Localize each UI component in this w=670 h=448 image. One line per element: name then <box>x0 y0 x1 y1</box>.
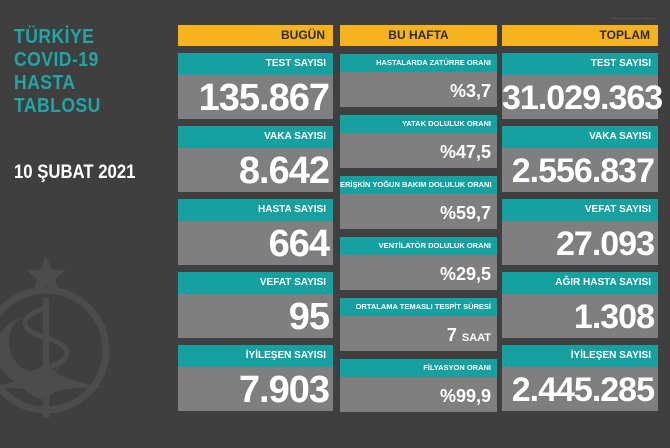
card-label: VENTİLATÖR DOLULUK ORANI <box>340 237 497 255</box>
card-label: VAKA SAYISI <box>178 126 333 148</box>
today-header: BUGÜN <box>178 25 333 46</box>
today-case-card: VAKA SAYISI 8.642 <box>178 126 333 192</box>
week-filiation-card: FİLYASYON ORANI %99,9 <box>340 359 497 412</box>
card-value: 8.642 <box>178 148 333 192</box>
ministry-of-health-emblem-icon <box>0 256 110 418</box>
card-value: %99,9 <box>340 377 497 412</box>
card-label: ERİŞKİN YOĞUN BAKIM DOLULUK ORANI <box>340 176 497 194</box>
card-value: %47,5 <box>340 133 497 168</box>
card-label: VEFAT SAYISI <box>178 272 333 294</box>
today-recovered-card: İYİLEŞEN SAYISI 7.903 <box>178 345 333 411</box>
card-value: %29,5 <box>340 255 497 290</box>
week-header: BU HAFTA <box>340 25 497 46</box>
total-column: TOPLAM TEST SAYISI 31.029.363 VAKA SAYIS… <box>502 25 663 411</box>
card-label: ORTALAMA TEMASLI TESPİT SÜRESİ <box>340 298 497 316</box>
card-value: 7 SAAT <box>340 316 497 351</box>
week-contact-time-card: ORTALAMA TEMASLI TESPİT SÜRESİ 7 SAAT <box>340 298 497 351</box>
total-case-card: VAKA SAYISI 2.556.837 <box>502 126 658 192</box>
report-date: 10 ŞUBAT 2021 <box>14 162 136 183</box>
week-bed-occupancy-card: YATAK DOLULUK ORANI %47,5 <box>340 115 497 168</box>
card-value: 664 <box>178 221 333 265</box>
card-label: AĞIR HASTA SAYISI <box>502 272 658 294</box>
card-label: İYİLEŞEN SAYISI <box>178 345 333 367</box>
total-header: TOPLAM <box>502 25 658 46</box>
today-column: BUGÜN TEST SAYISI 135.867 VAKA SAYISI 8.… <box>178 25 333 411</box>
week-icu-occupancy-card: ERİŞKİN YOĞUN BAKIM DOLULUK ORANI %59,7 <box>340 176 497 229</box>
today-death-card: VEFAT SAYISI 95 <box>178 272 333 338</box>
card-value: 31.029.363 <box>502 75 663 119</box>
watermark-text: — — — — — — <box>611 16 656 22</box>
card-value: %59,7 <box>340 194 497 229</box>
card-label: HASTA SAYISI <box>178 199 333 221</box>
card-value: %3,7 <box>340 72 497 107</box>
card-value: 1.308 <box>502 294 658 338</box>
week-column: BU HAFTA HASTALARDA ZATÜRRE ORANI %3,7 Y… <box>340 25 497 412</box>
card-label: VEFAT SAYISI <box>502 199 658 221</box>
week-ventilator-card: VENTİLATÖR DOLULUK ORANI %29,5 <box>340 237 497 290</box>
card-label: YATAK DOLULUK ORANI <box>340 115 497 133</box>
page-title: TÜRKİYE COVID-19 HASTA TABLOSU <box>14 26 101 117</box>
card-label: TEST SAYISI <box>502 53 658 75</box>
card-value: 2.445.285 <box>502 367 658 411</box>
card-value: 95 <box>178 294 333 338</box>
card-value: 27.093 <box>502 221 658 265</box>
total-severe-card: AĞIR HASTA SAYISI 1.308 <box>502 272 658 338</box>
today-test-card: TEST SAYISI 135.867 <box>178 53 333 119</box>
today-patient-card: HASTA SAYISI 664 <box>178 199 333 265</box>
card-value: 135.867 <box>178 75 333 119</box>
card-label: FİLYASYON ORANI <box>340 359 497 377</box>
card-value-unit: SAAT <box>461 332 491 344</box>
total-death-card: VEFAT SAYISI 27.093 <box>502 199 658 265</box>
card-label: İYİLEŞEN SAYISI <box>502 345 658 367</box>
total-recovered-card: İYİLEŞEN SAYISI 2.445.285 <box>502 345 658 411</box>
card-label: TEST SAYISI <box>178 53 333 75</box>
card-label: VAKA SAYISI <box>502 126 658 148</box>
card-label: HASTALARDA ZATÜRRE ORANI <box>340 54 497 72</box>
card-value: 7.903 <box>178 367 333 411</box>
card-value: 2.556.837 <box>502 148 658 192</box>
total-test-card: TEST SAYISI 31.029.363 <box>502 53 663 119</box>
card-value-number: 7 <box>446 325 457 345</box>
week-pneumonia-card: HASTALARDA ZATÜRRE ORANI %3,7 <box>340 54 497 107</box>
